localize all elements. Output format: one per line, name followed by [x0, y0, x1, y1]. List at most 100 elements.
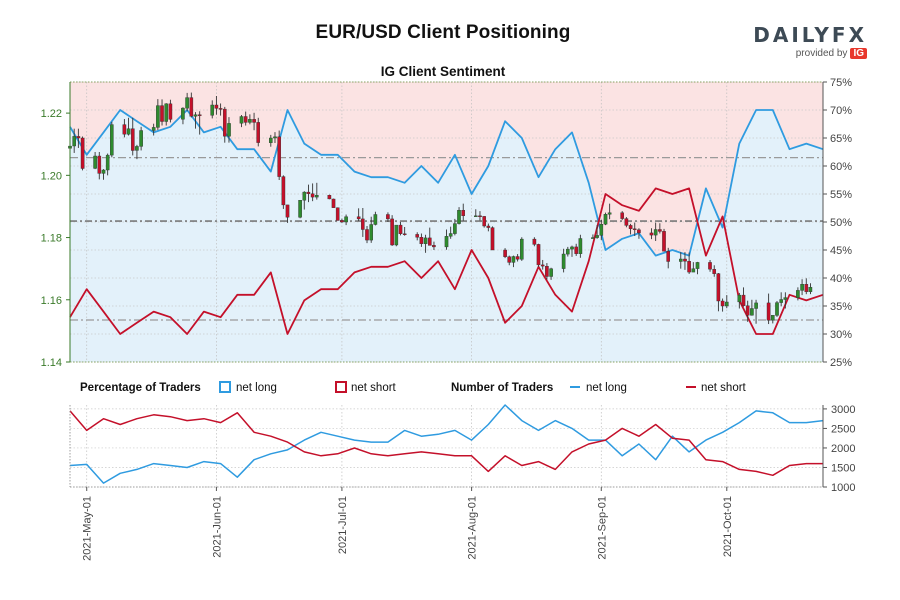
candle-body	[76, 136, 81, 139]
candle-body	[691, 268, 696, 273]
candle-body	[712, 269, 716, 274]
traders-tick-label: 3000	[831, 404, 855, 416]
candle-body	[239, 116, 244, 124]
candle-body	[181, 107, 185, 120]
candle-body	[277, 136, 282, 177]
candle-body	[515, 256, 520, 260]
legend-pct-short: net short	[351, 382, 397, 394]
candle-body	[561, 253, 566, 269]
candle-body	[122, 124, 127, 135]
candle-body	[474, 215, 478, 218]
pct-tick-label: 75%	[830, 77, 852, 89]
candle-body	[327, 194, 332, 200]
candle-body	[315, 194, 319, 198]
candle-body	[478, 215, 482, 218]
candle-body	[302, 191, 307, 201]
candle-body	[796, 290, 800, 298]
candle-body	[160, 105, 164, 122]
candle-body	[273, 136, 277, 139]
candle-body	[428, 237, 432, 246]
candle-body	[750, 308, 754, 316]
candle-body	[507, 256, 512, 263]
candle-body	[335, 207, 340, 221]
candle-body	[545, 266, 549, 277]
candle-body	[457, 209, 461, 224]
candle-body	[189, 97, 194, 117]
traders-tick-label: 2500	[831, 423, 855, 435]
candle-body	[520, 238, 524, 260]
pct-tick-label: 70%	[830, 105, 852, 117]
candle-body	[423, 237, 428, 244]
pct-tick-label: 65%	[830, 133, 852, 145]
candle-body	[243, 116, 248, 123]
date-tick-label: 2021-Jun-01	[211, 496, 223, 558]
price-tick-label: 1.18	[41, 233, 62, 245]
candle-body	[72, 136, 76, 147]
candle-body	[415, 234, 420, 238]
candle-body	[105, 154, 110, 171]
candle-body	[490, 227, 495, 251]
candle-body	[679, 258, 683, 262]
candle-body	[771, 315, 775, 321]
traders-axes: 1000 1500 2000 2500 3000 2021-May-01 2021-Jun-…	[69, 404, 855, 561]
price-tick-label: 1.22	[41, 108, 62, 120]
candle-body	[808, 287, 813, 292]
pct-tick-label: 45%	[830, 245, 852, 257]
price-tick-label: 1.16	[41, 295, 62, 307]
candle-body	[248, 119, 252, 123]
legend: Percentage of Traders net long net short…	[80, 381, 747, 394]
candle-body	[80, 137, 85, 169]
legend-pct-short-swatch	[335, 381, 347, 393]
candle-body	[256, 122, 261, 143]
candle-body	[511, 256, 516, 263]
candle-body	[607, 212, 612, 215]
candle-body	[386, 214, 390, 220]
candle-body	[101, 169, 106, 174]
logo-subtext: provided by IG	[753, 48, 867, 59]
traders-lines	[69, 404, 824, 484]
date-tick-label: 2021-May-01	[82, 496, 94, 561]
candle-body	[365, 229, 369, 241]
pct-tick-label: 55%	[830, 189, 852, 201]
candle-body	[135, 146, 139, 151]
candle-body	[800, 284, 804, 291]
candle-body	[432, 245, 436, 248]
reference-lines	[70, 157, 823, 321]
candle-body	[503, 249, 507, 258]
legend-num-title: Number of Traders	[451, 382, 553, 394]
dailyfx-logo: DAILYFX provided by IG	[753, 24, 867, 59]
candle-body	[340, 220, 344, 223]
candle-body	[754, 302, 758, 309]
candle-body	[540, 264, 545, 267]
candle-body	[197, 114, 202, 116]
candle-body	[168, 103, 173, 120]
candle-body	[775, 302, 779, 316]
candle-body	[632, 228, 637, 231]
candle-body	[130, 128, 135, 151]
candle-body	[306, 191, 311, 194]
candle-body	[574, 246, 578, 254]
candle-body	[419, 236, 424, 244]
candle-body	[804, 284, 809, 292]
candle-body	[444, 236, 449, 248]
candle-body	[156, 105, 160, 128]
candle-body	[126, 128, 131, 135]
candle-body	[720, 300, 725, 307]
candle-body	[402, 233, 407, 236]
candle-body	[779, 299, 783, 303]
candle-body	[745, 305, 750, 316]
legend-num-long: net long	[586, 382, 627, 394]
traders-tick-label: 1500	[831, 462, 855, 474]
candle-body	[285, 204, 290, 218]
candle-body	[595, 235, 599, 238]
logo-wordmark: DAILYFX	[753, 23, 867, 47]
candle-body	[783, 297, 788, 300]
candle-body	[662, 231, 666, 252]
candle-body	[649, 232, 654, 236]
candle-body	[666, 250, 670, 262]
legend-pct-long-swatch	[219, 381, 231, 393]
candle-body	[448, 233, 453, 237]
candle-body	[281, 176, 286, 206]
candle-body	[151, 127, 156, 131]
